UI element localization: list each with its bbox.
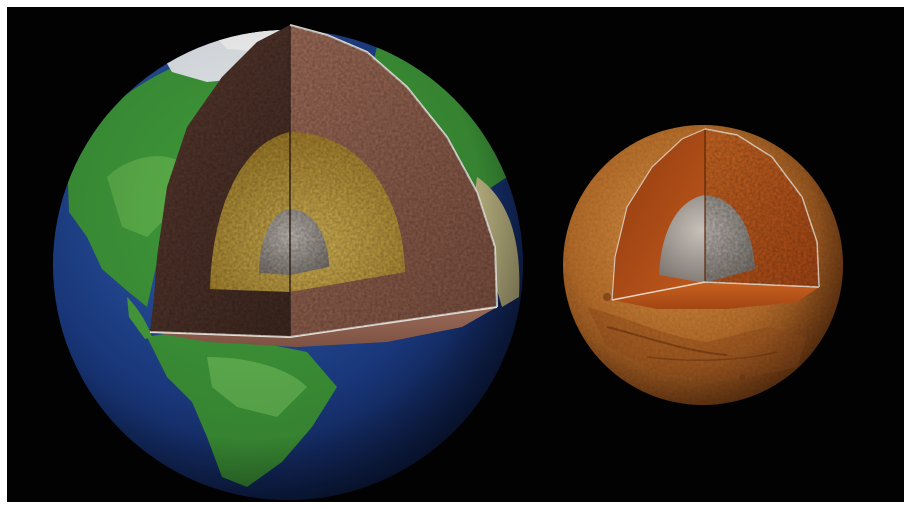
mars-mantle-bottom-face: [612, 282, 819, 309]
earth-cutaway: [149, 24, 498, 347]
mars-globe: [563, 125, 843, 405]
planets-illustration: [7, 7, 904, 502]
earth-globe: [53, 24, 523, 500]
space-scene: [7, 7, 904, 502]
earth-crust-bottom-face: [150, 307, 497, 347]
mars-cutaway: [611, 128, 820, 309]
